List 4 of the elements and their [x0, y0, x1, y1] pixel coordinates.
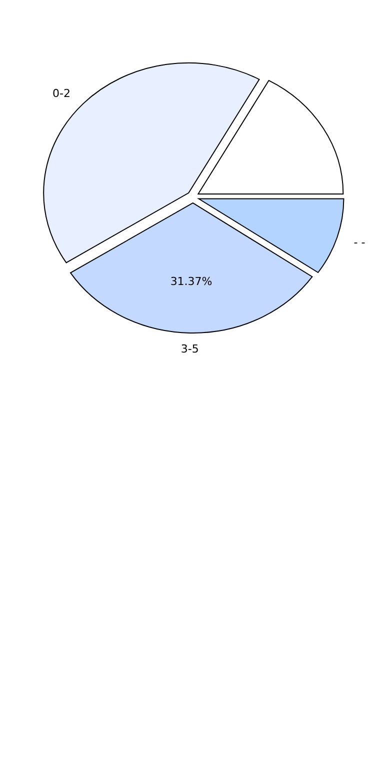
- slice-label: 0-2: [52, 86, 71, 100]
- slice-label: 3-5: [180, 342, 199, 356]
- data-label: 31.37%: [170, 274, 212, 288]
- slice-label: - -: [354, 236, 366, 249]
